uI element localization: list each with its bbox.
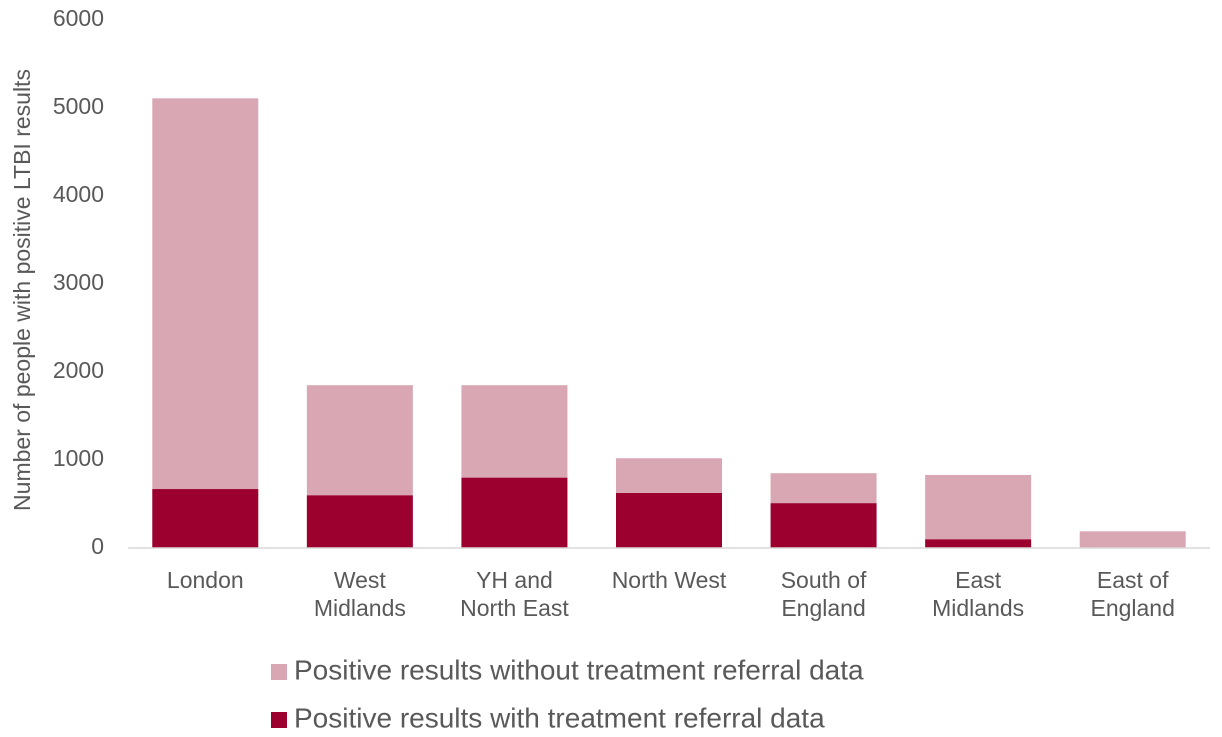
- legend-swatch: [271, 664, 287, 680]
- y-tick-label: 3000: [53, 269, 104, 295]
- bar-segment: [152, 98, 259, 490]
- y-tick-label: 5000: [53, 93, 104, 119]
- x-tick-label: West Midlands: [313, 567, 406, 621]
- bar-segment: [306, 495, 413, 548]
- x-tick-label: London: [166, 567, 244, 593]
- y-tick-label: 6000: [53, 5, 104, 31]
- bar-segment: [925, 474, 1032, 540]
- bar-segment: [152, 489, 259, 548]
- x-tick-label: East of England: [1090, 567, 1175, 621]
- bar-segment: [1079, 531, 1186, 548]
- bar-segment: [461, 477, 568, 548]
- x-tick-label: North West: [611, 567, 727, 593]
- bar-segment: [306, 385, 413, 496]
- y-tick-label: 0: [91, 533, 104, 559]
- x-tick-label: East Midlands: [932, 567, 1025, 621]
- bar-segment: [770, 473, 877, 504]
- x-tick-label: South of England: [780, 567, 867, 621]
- bar-segment: [925, 539, 1032, 548]
- y-axis-label: Number of people with positive LTBI resu…: [9, 69, 35, 511]
- bar-segment: [616, 458, 722, 493]
- x-tick-label: YH and North East: [460, 567, 569, 621]
- y-tick-label: 2000: [53, 357, 104, 383]
- legend-label: Positive results with treatment referral…: [294, 702, 825, 733]
- y-tick-label: 1000: [53, 445, 104, 471]
- bar-segment: [461, 385, 568, 478]
- legend-label: Positive results without treatment refer…: [294, 654, 864, 685]
- bar-segment: [770, 503, 877, 548]
- y-tick-label: 4000: [53, 181, 104, 207]
- legend-swatch: [271, 712, 287, 728]
- bar-segment: [616, 493, 722, 548]
